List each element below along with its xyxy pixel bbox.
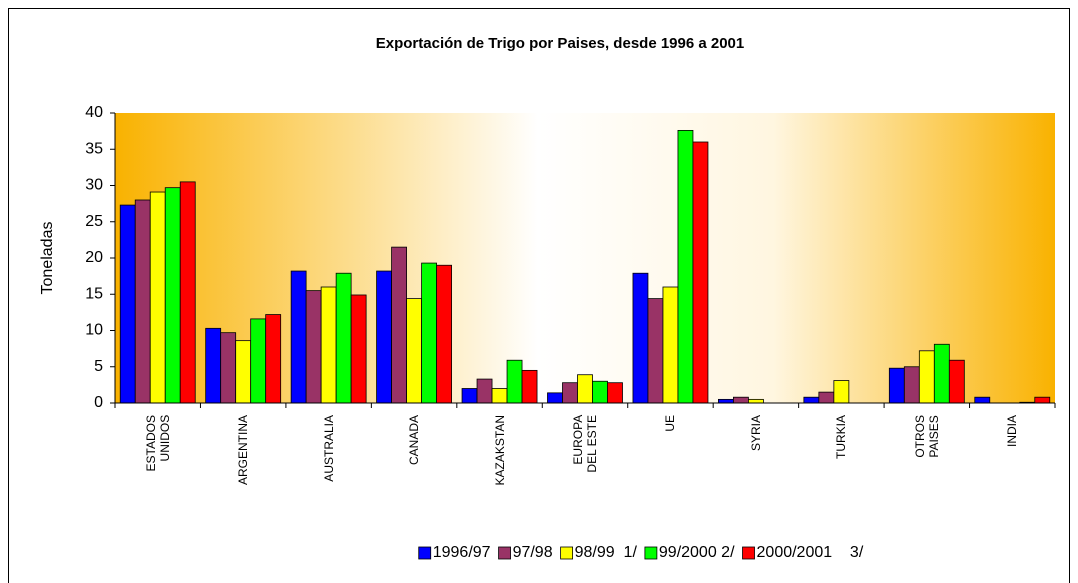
legend-label: 98/99 1/ <box>575 544 638 561</box>
bar <box>632 272 649 404</box>
bar <box>350 294 367 404</box>
bar <box>677 129 694 404</box>
bar <box>164 187 181 404</box>
bar <box>436 264 452 404</box>
legend-swatch <box>418 546 432 560</box>
bar <box>607 382 623 404</box>
legend-label: 2000/2001 3/ <box>757 544 864 561</box>
bar <box>521 369 538 404</box>
bar <box>134 199 151 404</box>
y-tick-label: 35 <box>85 140 103 157</box>
bar <box>662 286 679 404</box>
y-tick-label: 20 <box>85 249 103 266</box>
x-tick-label: OTROS PAISES <box>912 415 941 458</box>
bar <box>220 332 237 404</box>
bar <box>948 359 965 404</box>
bar <box>903 366 920 404</box>
bar <box>406 298 422 404</box>
x-tick-label: ARGENTINA <box>236 415 251 486</box>
bar <box>506 359 523 404</box>
x-tick-label: CANADA <box>407 415 422 466</box>
bar <box>265 314 282 404</box>
legend-label: 1996/97 <box>433 544 491 561</box>
x-tick-label: TURKIA <box>834 415 849 460</box>
y-tick-label: 25 <box>85 213 103 230</box>
bar <box>692 141 709 404</box>
bar <box>235 340 252 404</box>
bar <box>577 374 593 404</box>
bar <box>833 380 850 404</box>
x-tick-label: AUSTRALIA <box>321 415 336 482</box>
bar <box>733 396 749 404</box>
x-tick-label: KAZAKSTAN <box>492 415 507 486</box>
bar <box>748 398 764 404</box>
bar <box>647 298 664 404</box>
bar <box>803 396 820 404</box>
bar <box>119 204 136 404</box>
x-tick-label: EUROPA DEL ESTE <box>571 415 599 473</box>
y-tick-label: 15 <box>85 285 103 302</box>
bar <box>290 270 307 404</box>
bar <box>562 382 578 404</box>
x-tick-label: SYRIA <box>748 415 763 452</box>
y-tick-label: 40 <box>85 104 103 121</box>
legend-swatch <box>644 546 658 560</box>
x-tick-label: UE <box>663 415 678 432</box>
bar <box>335 272 352 404</box>
bar <box>888 367 905 404</box>
y-axis-label: Toneladas <box>39 222 56 295</box>
bar <box>320 286 337 404</box>
legend-swatch <box>742 546 755 560</box>
bar <box>179 181 196 404</box>
bar <box>547 392 563 404</box>
bar <box>305 290 322 404</box>
bar <box>918 350 935 404</box>
legend-label: 99/2000 2/ <box>659 544 735 561</box>
bar <box>592 380 608 404</box>
bar <box>476 378 493 404</box>
legend-label: 97/98 <box>513 544 553 561</box>
bar <box>391 246 407 404</box>
y-tick-label: 0 <box>94 394 103 411</box>
bar <box>205 327 222 404</box>
bar <box>376 270 392 404</box>
bar <box>461 388 478 404</box>
y-tick-label: 30 <box>85 177 103 194</box>
x-tick-label: INDIA <box>1005 415 1020 448</box>
bar <box>933 343 950 404</box>
chart-title: Exportación de Trigo por Paises, desde 1… <box>376 35 745 52</box>
legend-swatch <box>498 546 511 560</box>
bar <box>491 388 508 404</box>
bar <box>149 191 166 404</box>
x-tick-label: ESTADOS UNIDOS <box>143 415 172 472</box>
bar <box>974 396 991 404</box>
bar <box>718 398 734 404</box>
bar <box>1034 396 1051 404</box>
bar <box>250 318 267 404</box>
y-tick-label: 5 <box>94 358 103 375</box>
y-tick-label: 10 <box>85 322 103 339</box>
bar <box>421 262 437 404</box>
bar <box>818 391 835 404</box>
legend-swatch <box>560 546 574 560</box>
